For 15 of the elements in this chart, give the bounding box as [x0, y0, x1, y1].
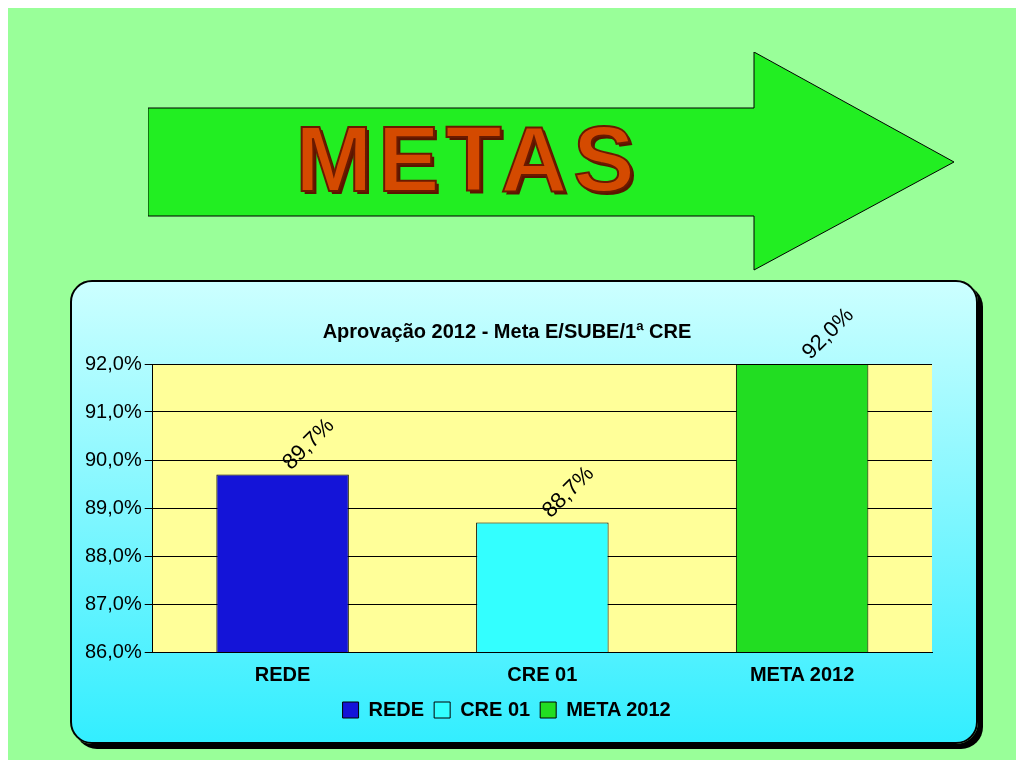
y-tick-label: 91,0%	[84, 399, 142, 422]
x-tick-label: META 2012	[749, 662, 855, 685]
legend-label: REDE	[368, 697, 425, 720]
chart-title: METAS	[294, 107, 642, 212]
chart-subtitle: Aprovação 2012 - Meta E/SUBE/1ª CRE	[322, 319, 692, 342]
legend-label: CRE 01	[460, 697, 531, 720]
y-tick-label: 86,0%	[84, 639, 142, 662]
y-tick-label: 88,0%	[84, 543, 142, 566]
y-tick-label: 87,0%	[84, 591, 142, 614]
legend-label: META 2012	[566, 697, 671, 720]
y-tick-label: 89,0%	[84, 495, 142, 518]
x-tick-label: REDE	[254, 662, 311, 685]
x-tick-label: CRE 01	[507, 662, 578, 685]
y-tick-label: 90,0%	[84, 447, 142, 470]
y-tick-label: 92,0%	[84, 351, 142, 374]
